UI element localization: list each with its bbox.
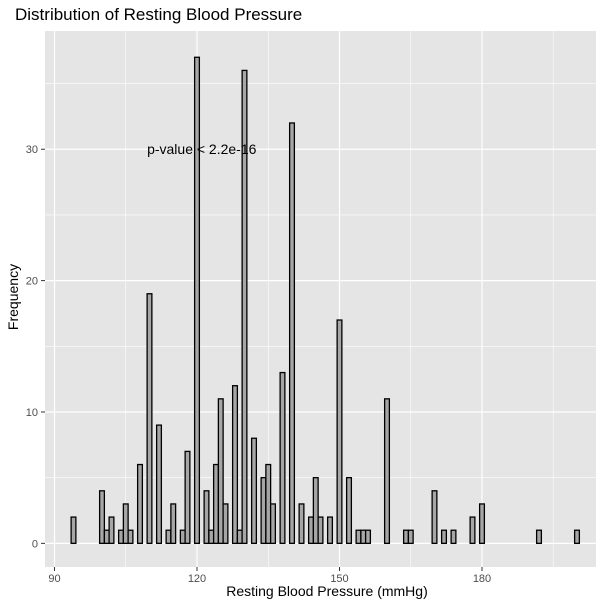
y-axis-title: Frequency bbox=[5, 264, 21, 330]
histogram-bar bbox=[317, 516, 324, 545]
y-tick-label: 0 bbox=[32, 538, 38, 550]
histogram-bar bbox=[179, 529, 186, 545]
histogram-bar bbox=[312, 477, 319, 545]
histogram-bar bbox=[440, 529, 448, 545]
y-axis-ticks: 0 10 20 30 bbox=[26, 144, 45, 550]
histogram-bar bbox=[146, 293, 153, 545]
chart-title: Distribution of Resting Blood Pressure bbox=[15, 5, 302, 24]
bars bbox=[70, 56, 581, 545]
histogram-bar bbox=[136, 463, 144, 545]
x-tick-label: 180 bbox=[473, 573, 491, 585]
histogram-bar bbox=[103, 529, 110, 545]
x-tick-label: 120 bbox=[188, 573, 206, 585]
histogram-bar bbox=[265, 463, 272, 545]
histogram-bar bbox=[236, 529, 243, 545]
histogram-bar bbox=[345, 477, 353, 545]
histogram-bar bbox=[222, 503, 229, 545]
histogram-bar bbox=[326, 516, 334, 545]
y-tick-label: 10 bbox=[26, 407, 38, 419]
histogram-bar bbox=[407, 529, 414, 545]
histogram-bar bbox=[288, 122, 296, 545]
histogram-bar bbox=[250, 437, 258, 545]
x-axis-title: Resting Blood Pressure (mmHg) bbox=[226, 583, 428, 599]
y-tick-label: 30 bbox=[26, 144, 38, 156]
histogram-bar bbox=[208, 529, 215, 545]
histogram-bar bbox=[469, 516, 476, 545]
histogram-bar bbox=[535, 529, 543, 545]
histogram-bar bbox=[307, 516, 315, 545]
histogram-bar bbox=[360, 529, 367, 545]
histogram-bar bbox=[269, 503, 277, 545]
histogram-bar bbox=[127, 529, 134, 545]
histogram-bar bbox=[122, 503, 129, 545]
histogram-bar bbox=[212, 463, 220, 545]
histogram-bar bbox=[203, 490, 210, 545]
histogram-bar bbox=[573, 529, 581, 545]
histogram-bar bbox=[364, 529, 372, 545]
histogram-bar bbox=[355, 529, 362, 545]
y-tick-label: 20 bbox=[26, 276, 38, 288]
histogram-bar bbox=[279, 371, 286, 545]
histogram-bar bbox=[98, 490, 106, 545]
histogram-bar bbox=[108, 516, 115, 545]
histogram-bar bbox=[165, 529, 172, 545]
histogram-bar bbox=[383, 398, 391, 545]
histogram-bar bbox=[70, 516, 77, 545]
histogram-bar bbox=[241, 69, 248, 545]
histogram-bar bbox=[260, 477, 267, 545]
histogram-bar bbox=[170, 503, 177, 545]
histogram-bar bbox=[402, 529, 410, 545]
histogram-bar bbox=[450, 529, 457, 545]
x-axis-ticks: 90 120 150 180 bbox=[48, 567, 491, 585]
minor-gridlines bbox=[45, 31, 596, 567]
plot-panel bbox=[45, 31, 596, 567]
histogram-bar bbox=[431, 490, 438, 545]
histogram-bar bbox=[184, 450, 191, 545]
histogram-bar bbox=[217, 398, 224, 545]
histogram-bar bbox=[155, 424, 163, 545]
histogram-bar bbox=[298, 503, 305, 545]
histogram-bar bbox=[193, 56, 201, 545]
histogram-bar bbox=[231, 385, 239, 545]
x-tick-label: 150 bbox=[330, 573, 348, 585]
histogram-bar bbox=[117, 529, 125, 545]
p-value-annotation: p-value < 2.2e-16 bbox=[147, 141, 257, 157]
histogram-bar bbox=[336, 319, 343, 545]
x-tick-label: 90 bbox=[48, 573, 60, 585]
histogram-bar bbox=[478, 503, 486, 545]
